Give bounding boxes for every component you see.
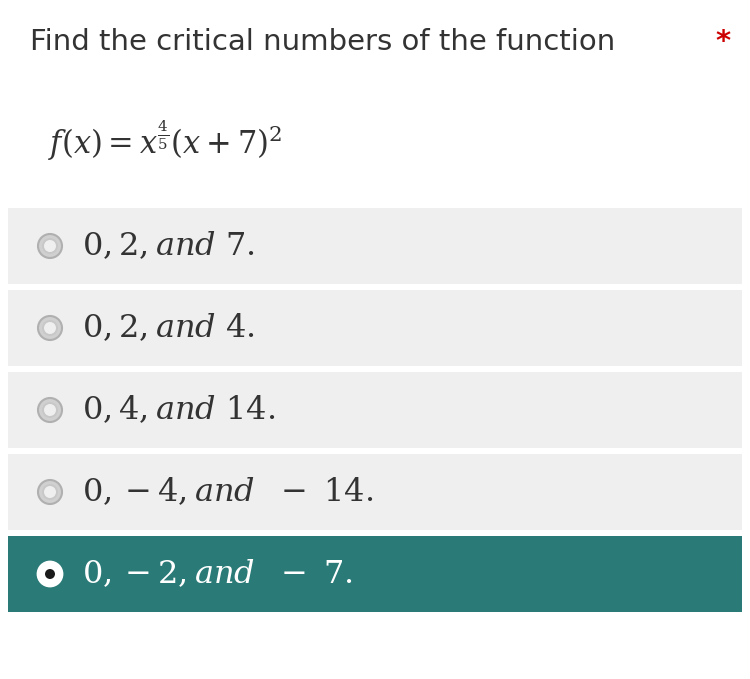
Circle shape [44,240,56,252]
Circle shape [44,404,56,416]
Circle shape [45,569,55,579]
FancyBboxPatch shape [8,372,742,448]
Circle shape [42,402,58,418]
FancyBboxPatch shape [8,208,742,284]
Circle shape [42,484,58,500]
Circle shape [44,486,56,498]
Circle shape [38,234,62,258]
Circle shape [38,480,62,504]
Circle shape [38,562,62,586]
Text: $0, 2, \mathit{and}\ 7.$: $0, 2, \mathit{and}\ 7.$ [82,230,255,262]
Text: $0, -2, \mathit{and}\ \ -\ 7.$: $0, -2, \mathit{and}\ \ -\ 7.$ [82,558,353,590]
FancyBboxPatch shape [8,290,742,366]
Text: Find the critical numbers of the function: Find the critical numbers of the functio… [30,28,615,56]
Circle shape [44,322,56,334]
Text: $0, -4, \mathit{and}\ \ -\ 14.$: $0, -4, \mathit{and}\ \ -\ 14.$ [82,476,374,508]
Circle shape [38,398,62,422]
Text: $0, 2, \mathit{and}\ 4.$: $0, 2, \mathit{and}\ 4.$ [82,312,255,344]
Text: *: * [715,28,730,56]
Text: $f(x) = x^{\frac{4}{5}}(x + 7)^2$: $f(x) = x^{\frac{4}{5}}(x + 7)^2$ [48,118,282,163]
FancyBboxPatch shape [8,536,742,612]
Text: $0, 4, \mathit{and}\ 14.$: $0, 4, \mathit{and}\ 14.$ [82,394,275,426]
FancyBboxPatch shape [8,454,742,530]
Circle shape [42,238,58,254]
Circle shape [42,320,58,336]
Circle shape [38,316,62,340]
